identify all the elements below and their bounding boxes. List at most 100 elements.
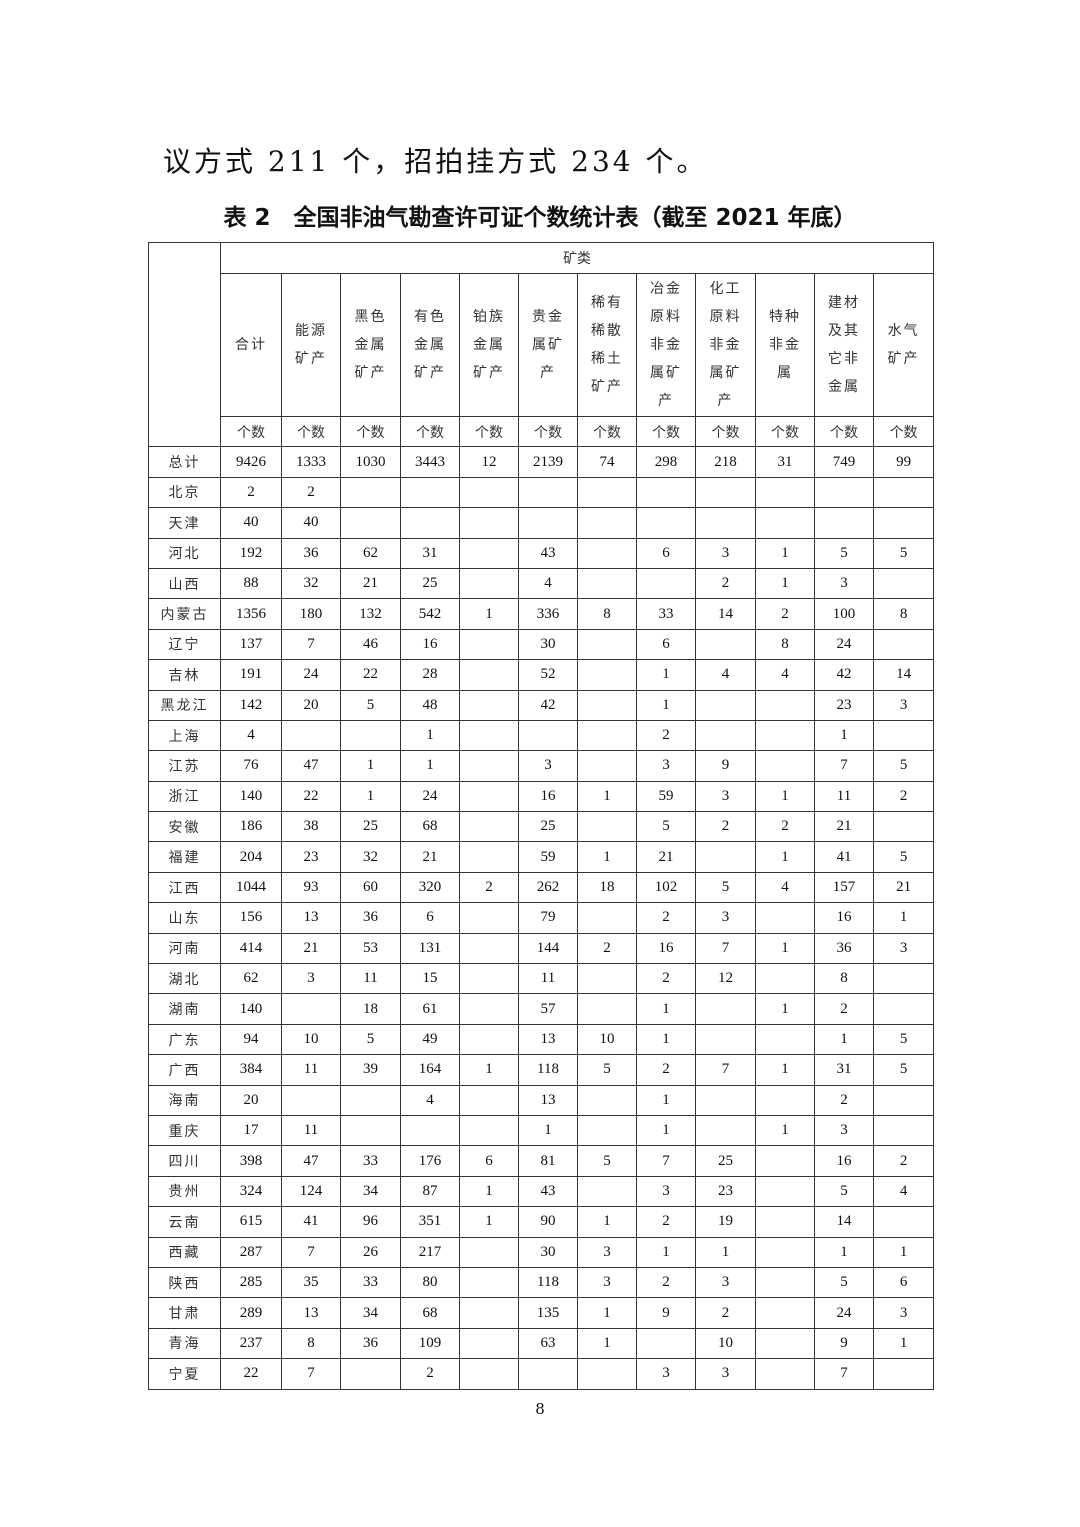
row-region: 安徽 [148, 811, 221, 843]
table-cell [459, 780, 519, 813]
table-cell: 19 [695, 1206, 756, 1238]
table-cell: 33 [340, 1266, 401, 1299]
table-cell: 16 [636, 932, 696, 965]
table-cell: 176 [400, 1145, 460, 1177]
table-cell [459, 750, 519, 782]
table-cell: 36 [340, 1327, 401, 1360]
table-cell: 1 [636, 1114, 696, 1147]
table-cell [577, 1358, 637, 1390]
table-cell: 7 [695, 1054, 756, 1086]
table-cell [459, 476, 519, 509]
table-cell [755, 902, 815, 934]
table-cell: 1 [814, 719, 874, 752]
table-cell: 21 [636, 841, 696, 873]
table-cell [340, 719, 401, 752]
table-cell: 63 [518, 1327, 578, 1360]
table-cell: 10 [695, 1327, 756, 1360]
table-cell [340, 1114, 401, 1147]
row-region: 内蒙古 [148, 598, 221, 630]
table-cell [755, 1206, 815, 1238]
table-cell: 144 [518, 932, 578, 965]
column-header-row: 合计 能源矿产 黑色金属矿产 有色金属矿产 铂族金属矿产 贵金属矿产 稀有稀散稀土矿产 冶金原… [149, 273, 935, 417]
table-cell: 5 [340, 689, 401, 721]
table-cell: 8 [872, 598, 935, 630]
table-cell: 1 [577, 1297, 637, 1329]
table-cell [755, 750, 815, 782]
table-cell [577, 750, 637, 782]
row-region: 四川 [148, 1145, 221, 1177]
table-row: 甘肃 289 13 34 68 135 1 9 2 24 3 [148, 1297, 935, 1329]
table-cell [872, 993, 935, 1025]
table-cell: 2 [695, 811, 756, 843]
table-cell: 4 [872, 1175, 935, 1208]
column-header-label: 水气矿产 [887, 323, 920, 367]
table-cell [755, 1145, 815, 1177]
table-cell: 9426 [220, 446, 282, 478]
table-cell: 384 [220, 1054, 282, 1086]
table-cell: 204 [220, 841, 282, 873]
table-row: 宁夏 22 7 2 3 3 7 [148, 1358, 935, 1390]
table-cell: 8 [281, 1327, 341, 1360]
page-number: 8 [535, 1400, 545, 1418]
table-cell: 21 [340, 567, 401, 600]
table-cell [459, 1297, 519, 1329]
table-cell: 109 [400, 1327, 460, 1360]
table-cell: 1030 [340, 446, 401, 478]
table-row: 河北 192 36 62 31 43 6 3 1 5 5 [148, 537, 935, 569]
table-cell: 6 [636, 628, 696, 661]
table-cell: 7 [814, 1358, 874, 1390]
table-cell: 32 [281, 567, 341, 600]
table-row: 吉林 191 24 22 28 52 1 4 4 42 14 [148, 659, 935, 691]
table-cell: 10 [281, 1023, 341, 1056]
table-cell [695, 1114, 756, 1147]
table-cell: 7 [281, 1358, 341, 1390]
table-cell: 12 [459, 446, 519, 478]
table-cell [281, 719, 341, 752]
table-cell: 2 [814, 993, 874, 1025]
table-cell [577, 659, 637, 691]
row-region: 河北 [148, 537, 221, 569]
table-row: 云南 615 41 96 351 1 90 1 2 19 14 [148, 1206, 935, 1238]
table-cell: 36 [281, 537, 341, 569]
table-cell: 5 [636, 811, 696, 843]
row-region: 山西 [148, 567, 221, 600]
table-cell: 1 [636, 993, 696, 1025]
corner-cell [148, 241, 221, 448]
table-cell: 3 [695, 902, 756, 934]
table-cell: 124 [281, 1175, 341, 1208]
table-cell: 3 [695, 1358, 756, 1390]
table-row: 青海 237 8 36 109 63 1 10 9 1 [148, 1327, 935, 1360]
table-cell [755, 1175, 815, 1208]
table-cell: 5 [577, 1145, 637, 1177]
table-cell: 100 [814, 598, 874, 630]
column-header-label: 化工原料非金属矿产 [709, 281, 742, 409]
column-header: 合计 [220, 273, 282, 417]
table-cell: 30 [518, 1236, 578, 1268]
table-cell: 33 [340, 1145, 401, 1177]
table-cell: 2 [459, 871, 519, 904]
row-region: 天津 [148, 507, 221, 539]
table-cell [755, 1327, 815, 1360]
row-region: 上海 [148, 719, 221, 752]
table-cell: 22 [340, 659, 401, 691]
table-cell: 23 [814, 689, 874, 721]
table-row: 重庆 17 11 1 1 1 3 [148, 1114, 935, 1147]
table-cell [577, 902, 637, 934]
column-header: 稀有稀散稀土矿产 [577, 273, 637, 417]
table-cell: 3443 [400, 446, 460, 478]
table-row: 福建 204 23 32 21 59 1 21 1 41 5 [148, 841, 935, 873]
table-cell [755, 1358, 815, 1390]
table-cell [577, 1114, 637, 1147]
table-row: 江苏 76 47 1 1 3 3 9 7 5 [148, 750, 935, 782]
table-cell [459, 537, 519, 569]
table-cell: 35 [281, 1266, 341, 1299]
table-cell: 94 [220, 1023, 282, 1056]
table-cell: 1 [755, 993, 815, 1025]
table-cell: 13 [281, 1297, 341, 1329]
table-cell: 1 [636, 659, 696, 691]
table-cell: 102 [636, 871, 696, 904]
table-row: 黑龙江 142 20 5 48 42 1 23 3 [148, 689, 935, 721]
table-row: 浙江 140 22 1 24 16 1 59 3 1 11 2 [148, 780, 935, 813]
table-cell: 1 [577, 780, 637, 813]
table-cell: 34 [340, 1297, 401, 1329]
